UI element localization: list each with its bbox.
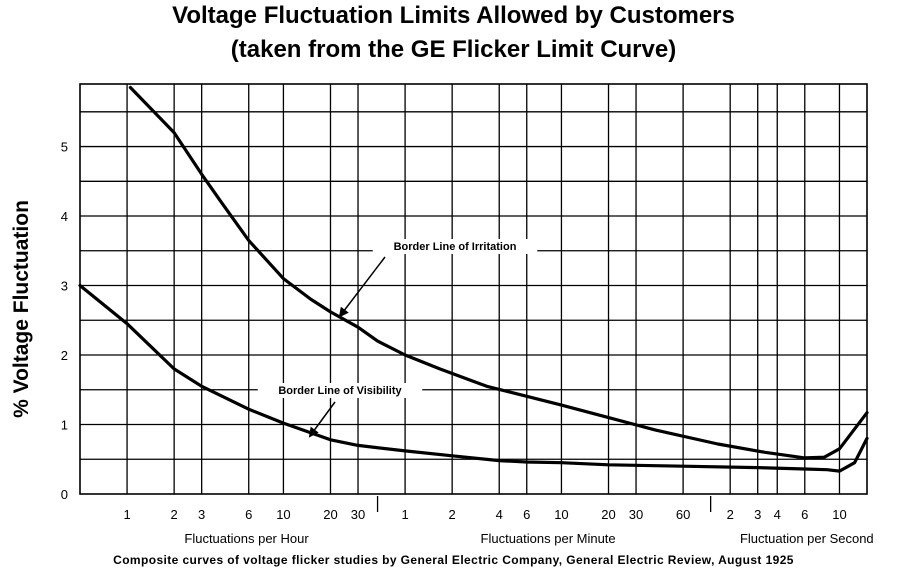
annotation-background	[257, 383, 423, 398]
annotation-label: Border Line of Visibility	[278, 385, 402, 397]
x-tick-label: 2	[727, 507, 734, 522]
annotation-background	[372, 239, 538, 254]
y-tick-label: 4	[61, 209, 68, 224]
x-tick-label: 6	[801, 507, 808, 522]
x-tick-label: 1	[123, 507, 130, 522]
x-tick-label: 4	[774, 507, 781, 522]
plot-frame	[79, 83, 868, 495]
chart-title: Voltage Fluctuation Limits Allowed by Cu…	[172, 2, 735, 29]
chart-subtitle: (taken from the GE Flicker Limit Curve)	[230, 36, 677, 63]
annotation-arrow	[308, 401, 336, 438]
annotation-arrow	[338, 256, 386, 318]
x-tick-label: 60	[676, 507, 690, 522]
x-tick-label: 20	[323, 507, 337, 522]
series-line	[78, 283, 869, 473]
y-tick-label: 1	[61, 418, 68, 433]
x-tick-label: 1	[401, 507, 408, 522]
x-tick-label: 3	[754, 507, 761, 522]
x-tick-label: 20	[601, 507, 615, 522]
y-axis-title: % Voltage Fluctuation	[10, 200, 33, 418]
x-tick-label: 3	[198, 507, 205, 522]
x-tick-label: 10	[276, 507, 290, 522]
x-tick-label: 30	[351, 507, 365, 522]
axes	[79, 83, 868, 512]
annotations: Border Line of Irritation Border Line of …	[257, 239, 538, 438]
x-tick-label: 10	[554, 507, 568, 522]
x-tick-label: 10	[832, 507, 846, 522]
grid	[80, 84, 867, 494]
y-tick-label: 0	[61, 487, 68, 502]
annotation-label: Border Line of Irritation	[394, 241, 517, 253]
x-tick-label: 30	[629, 507, 643, 522]
x-group-label: Fluctuations per Minute	[481, 531, 616, 546]
y-tick-label: 5	[61, 140, 68, 155]
y-tick-label: 2	[61, 348, 68, 363]
x-tick-label: 2	[171, 507, 178, 522]
x-tick-label: 2	[449, 507, 456, 522]
source-caption: Composite curves of voltage flicker stud…	[113, 553, 794, 567]
x-group-label: Fluctuation per Second	[740, 531, 874, 546]
series-layer	[78, 85, 869, 473]
x-tick-label: 6	[523, 507, 530, 522]
x-group-label: Fluctuations per Hour	[184, 531, 309, 546]
x-tick-label: 4	[496, 507, 503, 522]
series-line	[128, 85, 869, 460]
y-tick-label: 3	[61, 279, 68, 294]
x-tick-label: 6	[245, 507, 252, 522]
